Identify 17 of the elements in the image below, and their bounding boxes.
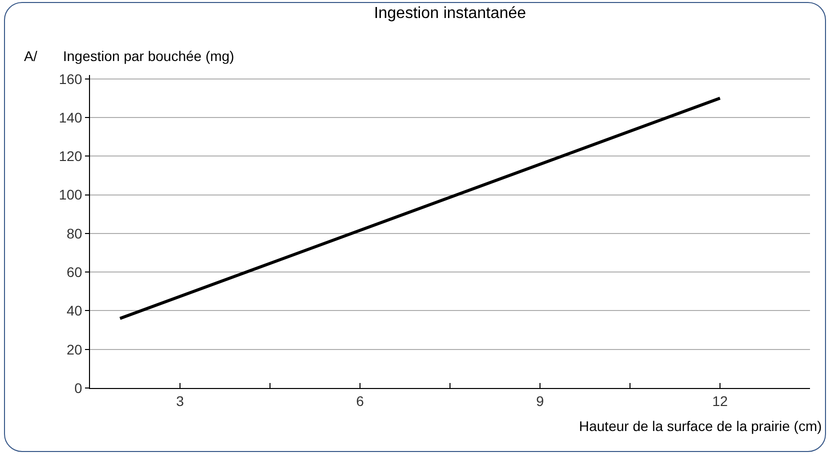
y-tick-label: 80 xyxy=(66,225,82,242)
chart-title: Ingestion instantanée xyxy=(374,5,526,22)
x-tick-label: 3 xyxy=(176,392,184,409)
y-tick-label: 40 xyxy=(66,302,82,319)
x-axis-title: Hauteur de la surface de la prairie (cm) xyxy=(579,418,822,434)
y-tick-label: 60 xyxy=(66,264,82,280)
y-tick-label: 0 xyxy=(74,380,82,396)
y-tick-label: 100 xyxy=(58,186,82,203)
y-tick-label: 160 xyxy=(58,70,82,87)
y-tick-label: 140 xyxy=(58,109,82,126)
x-tick-label: 12 xyxy=(712,392,728,409)
text: A/ xyxy=(24,48,38,64)
x-tick-label: 9 xyxy=(536,392,544,409)
y-tick-label: 20 xyxy=(66,341,82,358)
x-tick-label: 6 xyxy=(356,392,364,409)
y-tick-label: 120 xyxy=(58,148,82,164)
y-axis-title: Ingestion par bouchée (mg) xyxy=(63,48,234,64)
